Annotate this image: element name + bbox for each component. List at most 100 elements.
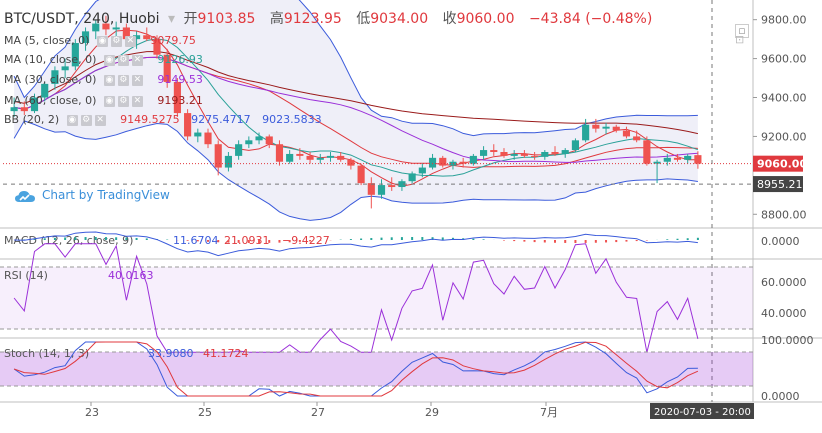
candle-body [173, 81, 181, 114]
settings-icon[interactable]: ⚙ [110, 35, 122, 47]
time-tick-label: 25 [198, 406, 212, 419]
eye-icon[interactable]: ◉ [96, 35, 108, 47]
open-value: 9103.85 [197, 11, 256, 27]
indicator-ma60[interactable]: MA (60, close, 0) ◉ ⚙ ✕ 9193.21 [4, 93, 203, 109]
last-price-label: 9060.00 [757, 158, 807, 171]
pane-toggle-icon[interactable]: ⊡ [735, 33, 745, 46]
cursor-price-box [753, 176, 803, 193]
stoch-d-value: 41.1724 [203, 347, 249, 360]
candle-body [684, 155, 692, 160]
change-value: −43.84 (−0.48%) [528, 11, 653, 27]
indicator-ma5[interactable]: MA (5, close, 0) ◉ ⚙ ✕ 9079.75 [4, 33, 196, 49]
eye-icon[interactable]: ◉ [103, 95, 115, 107]
candle-body [245, 140, 253, 145]
candle-body [81, 31, 90, 44]
stoch-tick-label: 0.0000 [761, 390, 800, 403]
candle-body [286, 153, 294, 162]
candle-body [306, 155, 314, 160]
macd-hist-value: −9.4227 [282, 234, 330, 247]
settings-square-icon[interactable]: ▫ [735, 24, 749, 38]
candle-body [520, 153, 528, 156]
candle-body [408, 173, 416, 182]
candle-body [510, 153, 518, 156]
candle-body [112, 27, 120, 30]
candle-body [357, 165, 365, 184]
indicator-ma10[interactable]: MA (10, close, 0) ◉ ⚙ ✕ 9126.93 [4, 52, 203, 68]
indicator-label: MA (10, close, 0) [4, 53, 97, 66]
candle-body [398, 181, 406, 188]
eye-icon[interactable]: ◉ [103, 74, 115, 86]
bb-lower-line [13, 120, 698, 221]
candle-body [663, 157, 671, 162]
candle-body [541, 152, 549, 157]
candle-body [561, 150, 569, 154]
candle-body [214, 144, 222, 168]
close-icon[interactable]: ✕ [131, 74, 143, 86]
settings-icon[interactable]: ⚙ [117, 95, 129, 107]
candle-body [653, 161, 661, 164]
eye-icon[interactable]: ◉ [66, 114, 78, 126]
macd-tick-label: 0.0000 [761, 235, 800, 248]
candle-body [551, 152, 559, 154]
price-tick-label: 9800.00 [761, 14, 807, 27]
candle-body [224, 155, 232, 168]
high-value: 9123.95 [283, 11, 342, 27]
candle-body [367, 183, 375, 195]
candle-body [316, 157, 324, 160]
candle-body [163, 54, 171, 82]
macd-line [14, 231, 698, 257]
candle-body [449, 161, 457, 166]
candle-body [459, 161, 467, 164]
high-label: 高 [269, 11, 284, 27]
settings-icon[interactable]: ⚙ [117, 74, 129, 86]
candle-body [439, 157, 447, 166]
macd-value: 11.6704 [173, 234, 219, 247]
candle-body [480, 150, 488, 156]
candle-body [612, 126, 620, 131]
stoch-k-value: 33.9080 [148, 347, 194, 360]
candle-body [194, 132, 202, 137]
close-label: 收 [442, 11, 457, 27]
candle-body [184, 113, 192, 137]
candle-body [102, 23, 110, 30]
macd-signal-value: 21.0931 [224, 234, 270, 247]
close-icon[interactable]: ✕ [94, 114, 106, 126]
close-icon[interactable]: ✕ [124, 35, 136, 47]
time-tick-label: 29 [425, 406, 439, 419]
candle-body [10, 107, 18, 112]
cursor-time-box [650, 403, 754, 419]
close-icon[interactable]: ✕ [131, 95, 143, 107]
candle-body [643, 140, 651, 164]
close-icon[interactable]: ✕ [131, 54, 143, 66]
candle-body [255, 136, 263, 141]
candle-body [265, 136, 273, 145]
bb-upper-value: 9275.4717 [191, 113, 251, 126]
candle-body [500, 152, 508, 156]
candle-body [582, 124, 590, 141]
candle-body [490, 150, 498, 152]
candle-body [275, 144, 284, 162]
symbol-dropdown-icon[interactable]: ▾ [168, 11, 176, 27]
ma10-line [14, 38, 699, 177]
candle-body [122, 27, 130, 40]
settings-icon[interactable]: ⚙ [80, 114, 92, 126]
cursor-price-label: 8955.21 [757, 178, 803, 191]
eye-icon[interactable]: ◉ [103, 54, 115, 66]
indicator-label: MA (30, close, 0) [4, 73, 97, 86]
candle-body [592, 124, 600, 129]
candle-body [347, 159, 355, 166]
candle-body [694, 155, 702, 164]
price-tick-label: 8800.00 [761, 208, 807, 221]
watermark-text: Chart by TradingView [42, 188, 170, 202]
indicator-bb[interactable]: BB (20, 2) ◉ ⚙ ✕ 9149.5275 9275.4717 9023.… [4, 112, 322, 128]
cloud-icon [15, 190, 35, 202]
indicator-ma30[interactable]: MA (30, close, 0) ◉ ⚙ ✕ 9149.53 [4, 72, 203, 88]
candle-body [204, 132, 212, 145]
stoch-band [0, 352, 753, 386]
candle-body [673, 157, 682, 160]
symbol-label[interactable]: BTC/USDT, 240, Huobi [4, 11, 160, 27]
tradingview-watermark[interactable]: Chart by TradingView [14, 188, 170, 203]
settings-icon[interactable]: ⚙ [117, 54, 129, 66]
candle-body [235, 144, 243, 156]
